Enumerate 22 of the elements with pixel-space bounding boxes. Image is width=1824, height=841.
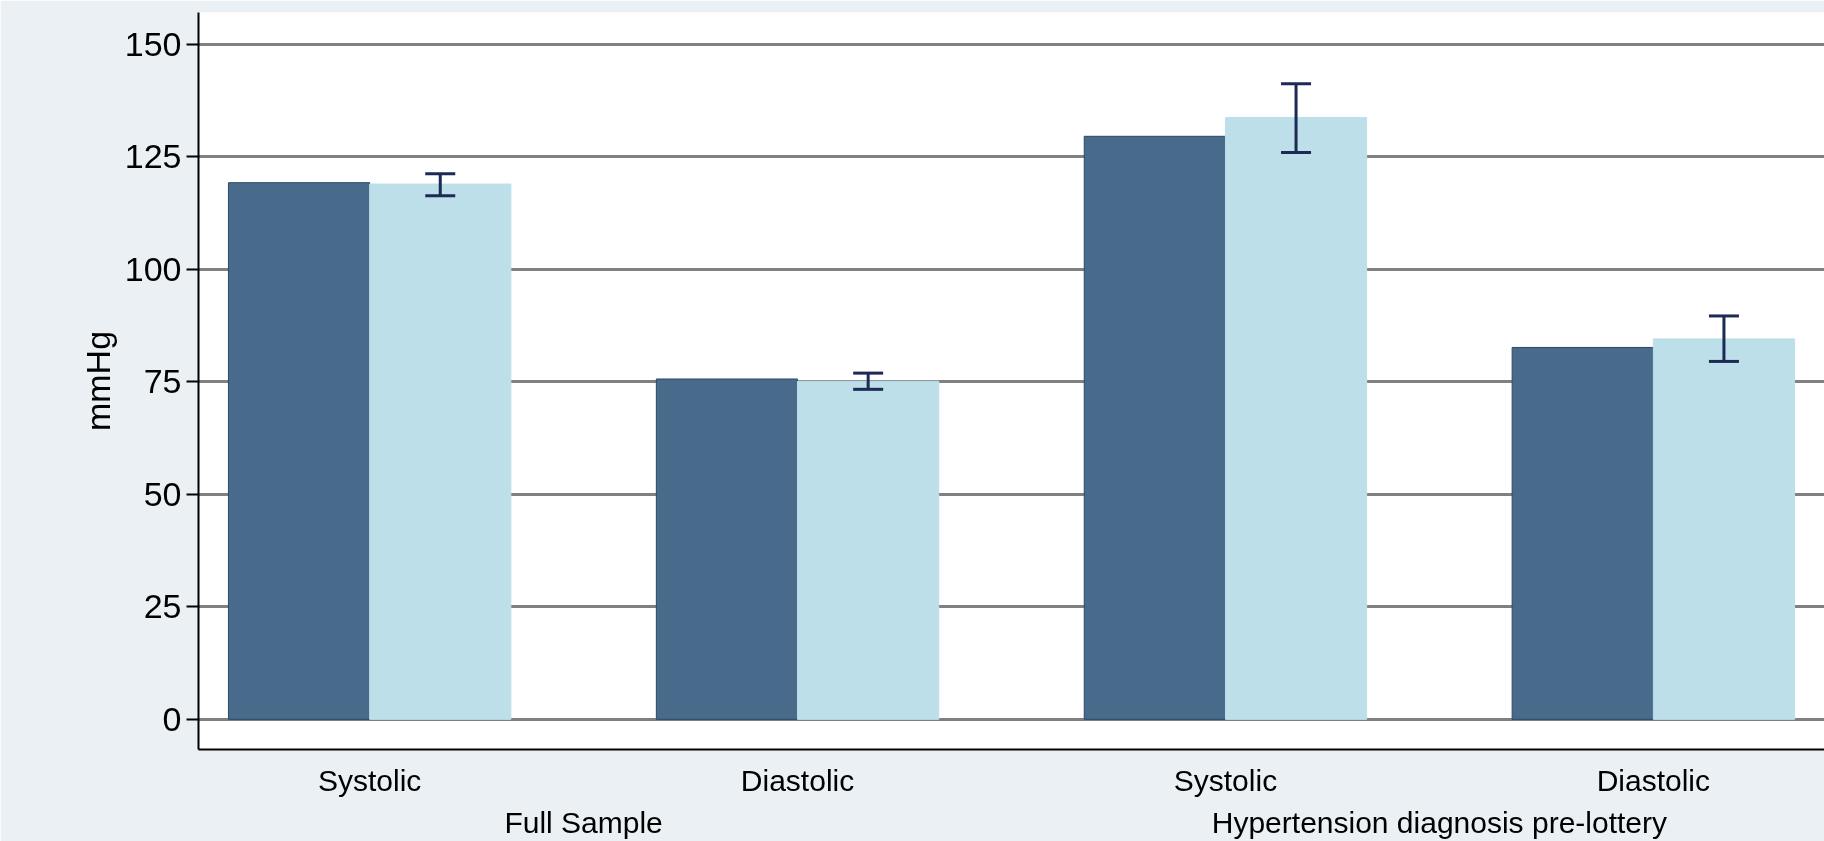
bar	[1083, 135, 1226, 720]
y-tick-label: 100	[124, 249, 182, 288]
text: Full Sample	[504, 805, 663, 839]
bar	[227, 182, 371, 720]
bar	[655, 378, 799, 720]
y-tick-label: 50	[143, 474, 182, 513]
bar	[369, 183, 512, 720]
x-tick-label: Systolic	[1173, 763, 1278, 797]
y-tick-label: 0	[162, 699, 182, 738]
x-tick-label: Diastolic	[740, 763, 855, 797]
bar	[1652, 338, 1796, 720]
y-tick-label: 150	[124, 24, 182, 63]
text: Hypertension diagnosis pre-lottery	[1211, 805, 1668, 839]
x-tick-label: Diastolic	[1596, 763, 1711, 797]
y-tick-label: 75	[143, 362, 182, 401]
bar	[1224, 116, 1368, 720]
bar	[1511, 346, 1654, 720]
bar	[797, 380, 940, 720]
y-tick-label: 125	[124, 137, 182, 176]
y-axis-title: mmHg	[78, 330, 117, 432]
y-tick-label: 25	[143, 587, 182, 626]
x-tick-label: Systolic	[317, 763, 422, 797]
